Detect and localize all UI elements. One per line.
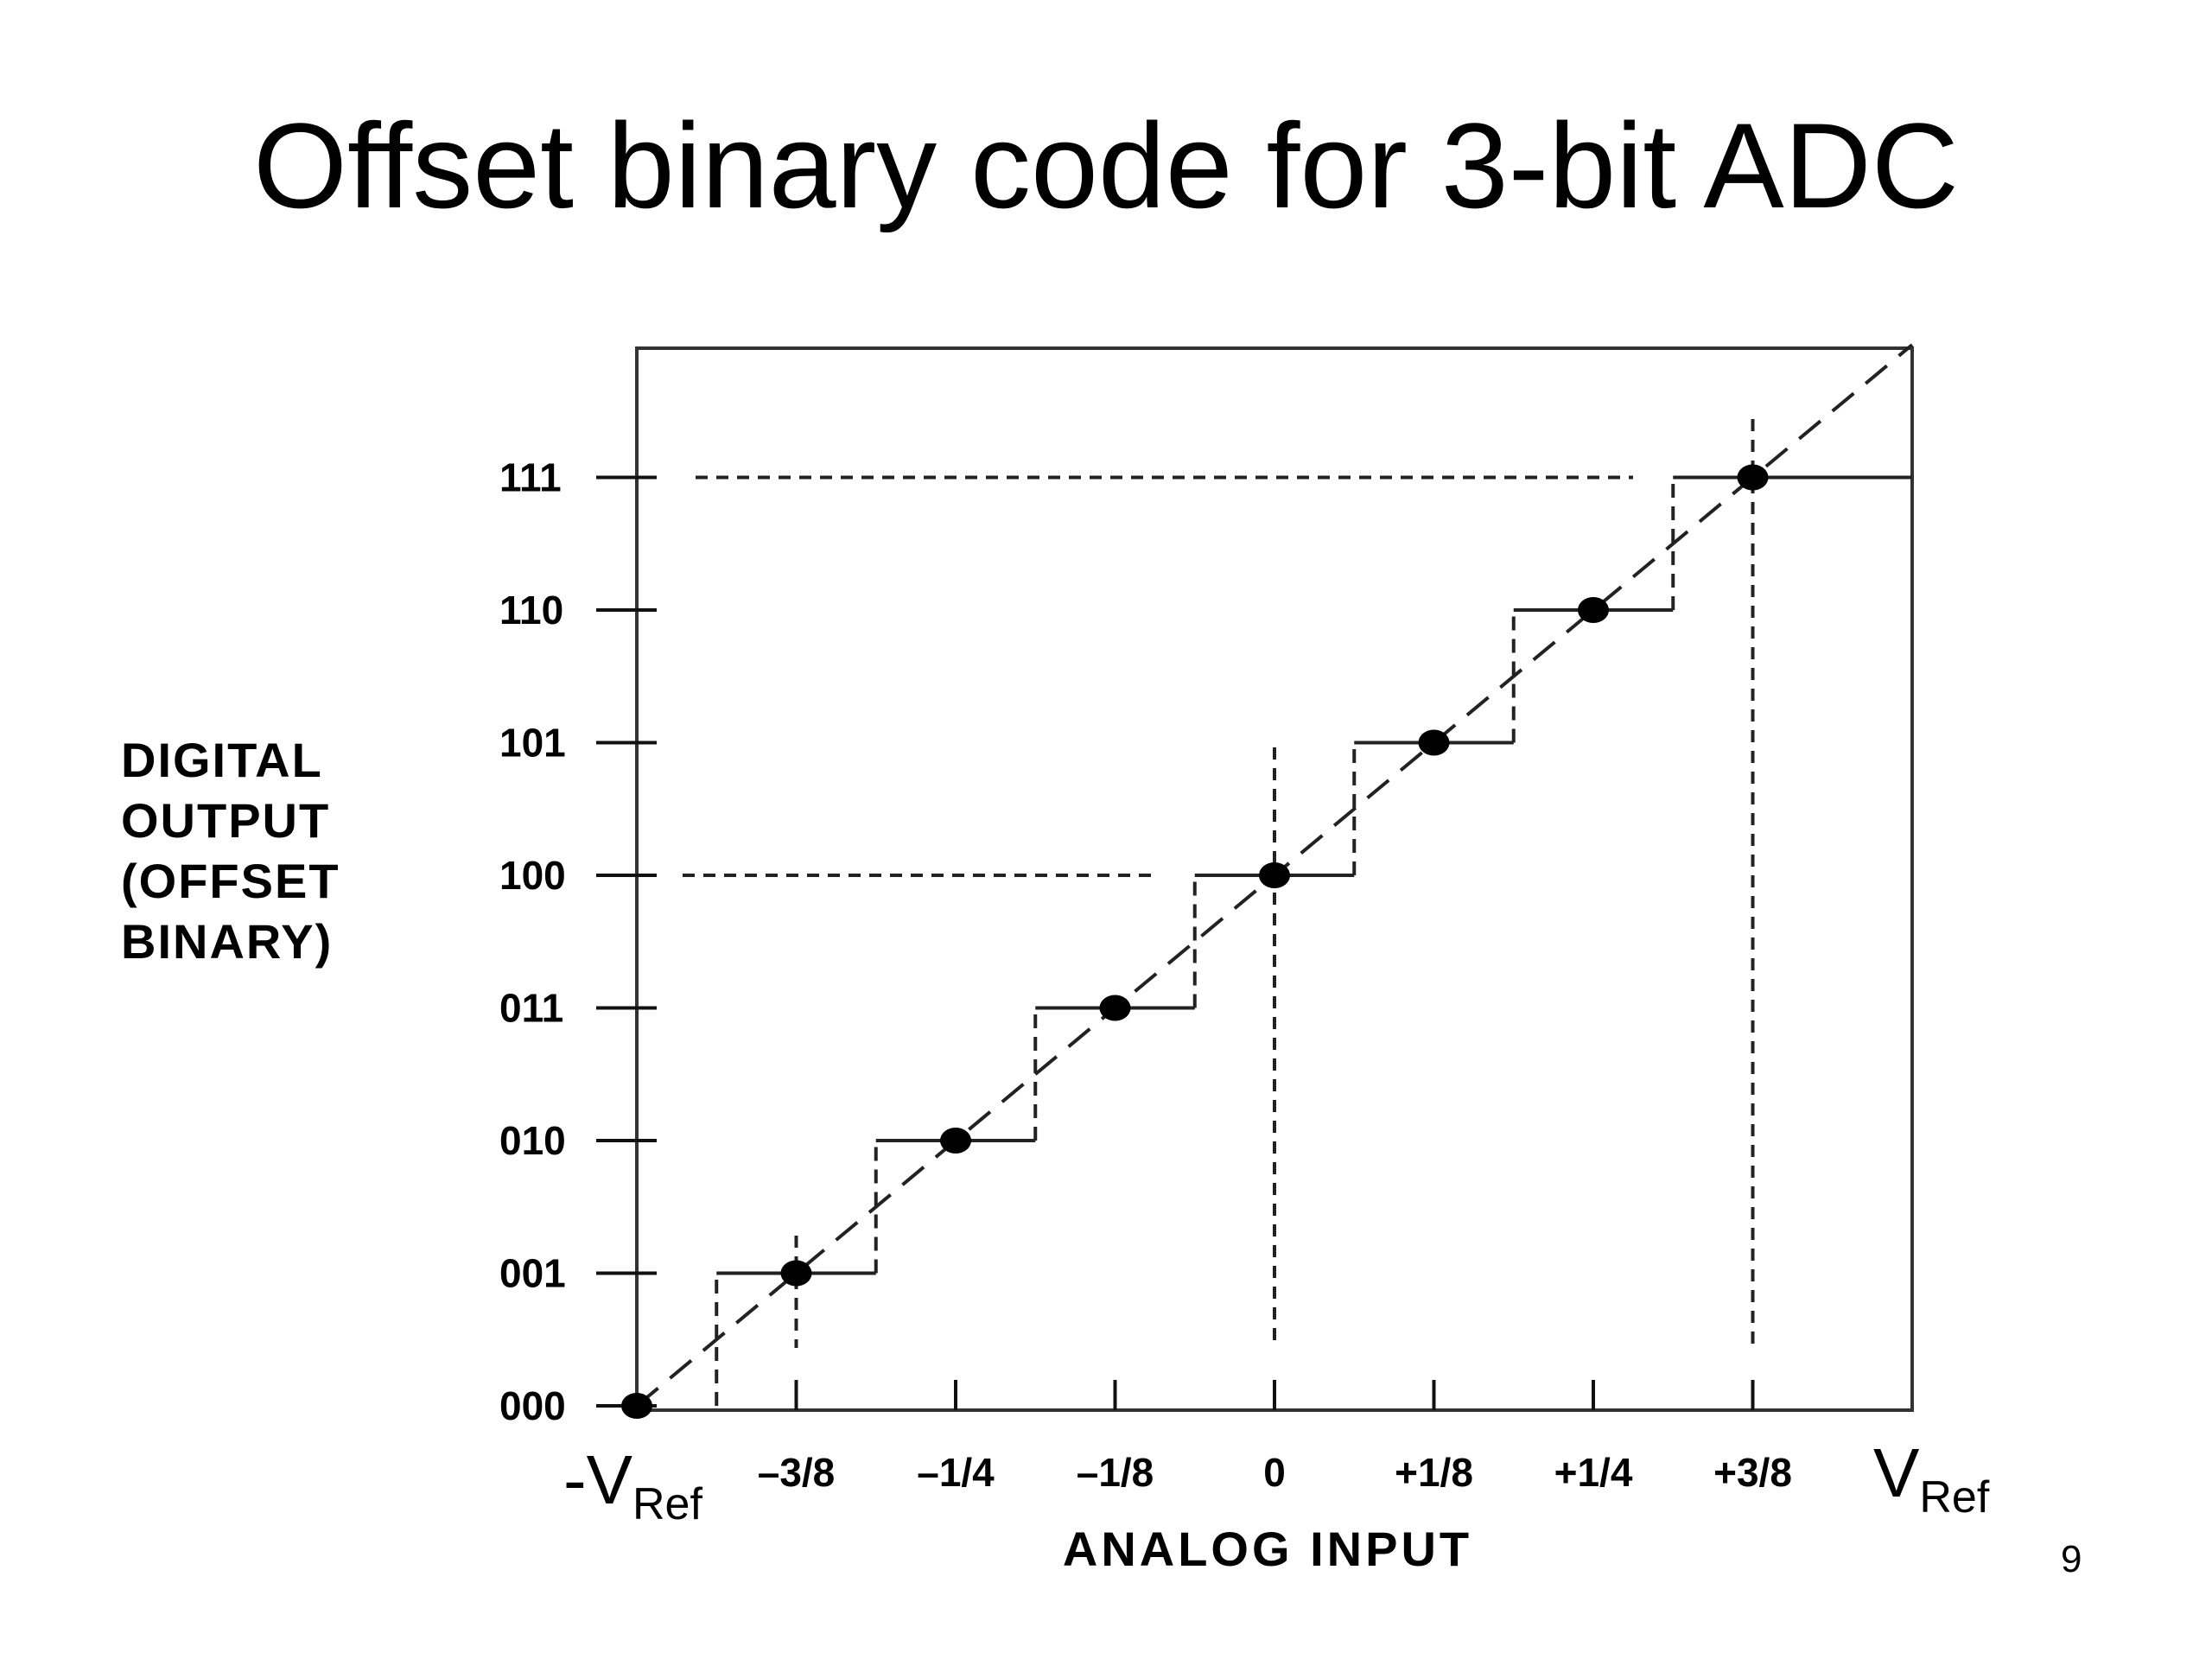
x-tick-label: 0 — [1263, 1450, 1286, 1495]
x-axis-label: ANALOG INPUT — [1063, 1522, 1472, 1576]
code-center-point — [1737, 464, 1769, 491]
y-axis-label-line: BINARY) — [121, 914, 334, 969]
x-tick-label: –3/8 — [758, 1450, 836, 1495]
x-max-label: VRef — [1873, 1434, 1990, 1522]
code-center-point — [940, 1128, 971, 1154]
y-axis-label-line: OUTPUT — [121, 793, 331, 848]
y-tick-label: 001 — [499, 1251, 566, 1296]
y-axis-label-line: (OFFSET — [121, 854, 340, 908]
code-center-point — [1418, 729, 1450, 756]
x-tick-label: +1/8 — [1395, 1450, 1473, 1495]
y-tick-label: 011 — [499, 986, 563, 1031]
y-tick-label: 111 — [499, 455, 562, 500]
x-min-label: -VRef — [563, 1441, 702, 1529]
x-tick-label: +1/4 — [1554, 1450, 1633, 1495]
slide-title: Offset binary code for 3-bit ADC — [253, 98, 1959, 233]
y-tick-label: 000 — [499, 1383, 566, 1428]
code-center-point — [1099, 995, 1131, 1021]
page-number: 9 — [2061, 1538, 2082, 1580]
y-tick-label: 010 — [499, 1118, 566, 1163]
y-tick-label: 110 — [499, 588, 563, 632]
code-center-point — [1578, 597, 1609, 623]
y-tick-label: 101 — [499, 721, 566, 766]
x-tick-label: –1/8 — [1077, 1450, 1154, 1495]
y-axis-label-line: DIGITAL — [121, 733, 323, 787]
code-center-point — [621, 1393, 652, 1419]
y-tick-label: 100 — [499, 853, 566, 898]
y-axis-label: DIGITAL OUTPUT (OFFSET BINARY) — [121, 730, 340, 972]
x-tick-label: +3/8 — [1713, 1450, 1792, 1495]
x-tick-label: –1/4 — [917, 1450, 995, 1495]
code-center-point — [780, 1260, 812, 1287]
code-center-point — [1259, 862, 1290, 888]
